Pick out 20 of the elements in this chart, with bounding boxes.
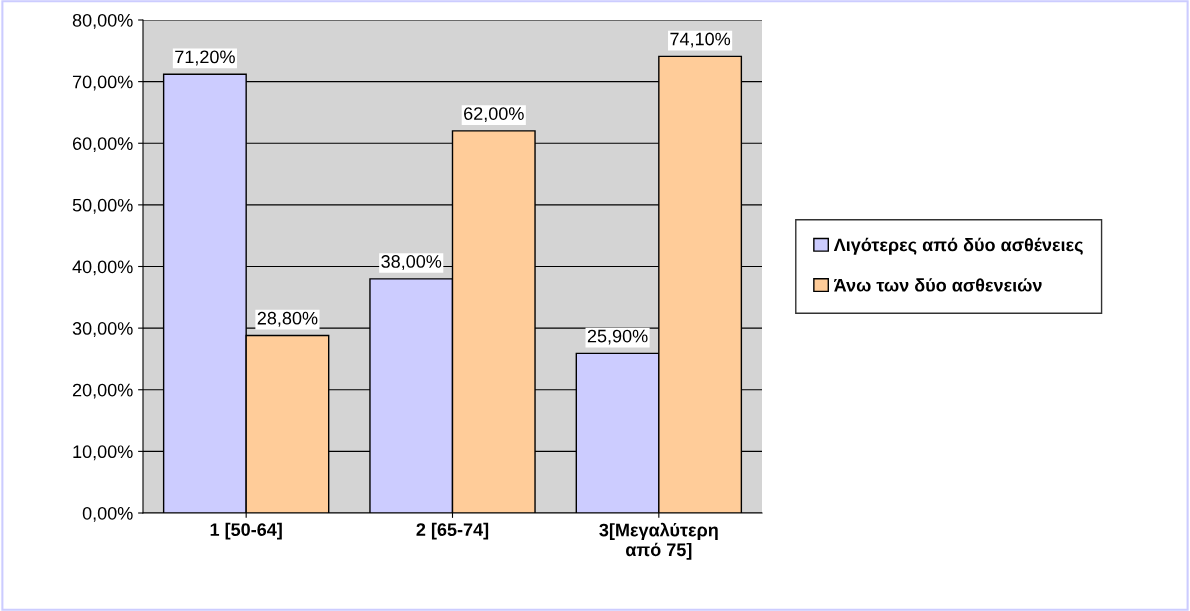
- y-tick-label: 20,00%: [72, 383, 133, 399]
- legend-label: Άνω των δύο ασθενειών: [834, 278, 1042, 292]
- data-label: 25,90%: [587, 329, 648, 345]
- data-label: 62,00%: [464, 107, 524, 123]
- legend-label: Λιγότερες από δύο ασθένειες: [833, 237, 1083, 255]
- x-tick-label: 2 [65-74]: [416, 522, 489, 540]
- y-tick-label: 40,00%: [72, 260, 133, 276]
- data-label: 74,10%: [670, 32, 731, 48]
- y-tick-label: 70,00%: [72, 75, 133, 91]
- x-tick-label: 1 [50-64]: [210, 522, 282, 540]
- y-tick-label: 0,00%: [82, 506, 133, 522]
- y-tick-label: 30,00%: [72, 322, 133, 337]
- y-tick-label: 80,00%: [72, 13, 133, 29]
- y-tick-label: 60,00%: [72, 137, 133, 153]
- y-tick-label: 10,00%: [73, 445, 133, 461]
- data-label: 28,80%: [257, 311, 318, 327]
- data-label: 38,00%: [381, 255, 442, 270]
- x-tick-label: 3[Μεγαλύτερη από 75]: [599, 522, 718, 560]
- y-tick-label: 50,00%: [72, 198, 133, 214]
- data-label: 71,20%: [175, 50, 235, 66]
